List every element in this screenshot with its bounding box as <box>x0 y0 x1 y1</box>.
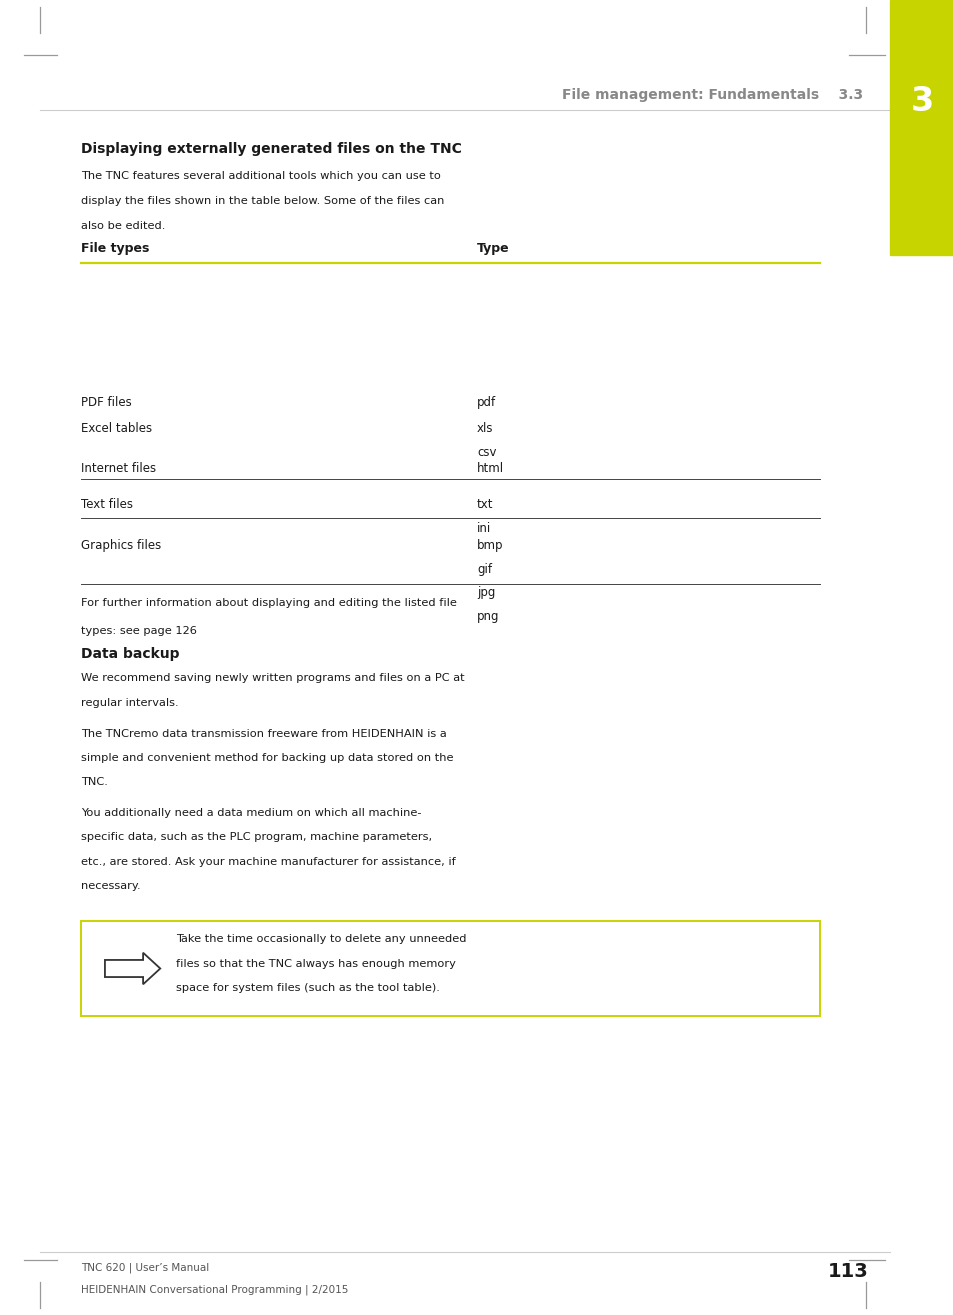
Text: txt: txt <box>476 498 493 512</box>
Text: We recommend saving newly written programs and files on a PC at: We recommend saving newly written progra… <box>81 673 464 684</box>
Text: etc., are stored. Ask your machine manufacturer for assistance, if: etc., are stored. Ask your machine manuf… <box>81 857 456 867</box>
Text: simple and convenient method for backing up data stored on the: simple and convenient method for backing… <box>81 753 453 763</box>
Text: pdf: pdf <box>476 397 496 409</box>
FancyArrow shape <box>105 953 160 985</box>
Text: You additionally need a data medium on which all machine-: You additionally need a data medium on w… <box>81 807 421 818</box>
Text: Text files: Text files <box>81 498 133 512</box>
Text: 113: 113 <box>826 1262 867 1281</box>
Text: The TNCremo data transmission freeware from HEIDENHAIN is a: The TNCremo data transmission freeware f… <box>81 729 446 739</box>
Text: display the files shown in the table below. Some of the files can: display the files shown in the table bel… <box>81 196 444 206</box>
Text: bmp: bmp <box>476 539 503 552</box>
Text: gif: gif <box>476 563 492 576</box>
FancyBboxPatch shape <box>81 922 820 1016</box>
Text: specific data, such as the PLC program, machine parameters,: specific data, such as the PLC program, … <box>81 832 432 843</box>
Text: files so that the TNC always has enough memory: files so that the TNC always has enough … <box>176 959 456 969</box>
Bar <box>889 0 953 255</box>
Text: jpg: jpg <box>476 586 495 600</box>
Text: Excel tables: Excel tables <box>81 422 152 435</box>
Text: Internet files: Internet files <box>81 462 156 475</box>
Text: TNC.: TNC. <box>81 777 108 788</box>
Text: ini: ini <box>476 522 491 535</box>
Text: Graphics files: Graphics files <box>81 539 161 552</box>
Text: csv: csv <box>476 446 496 459</box>
Text: xls: xls <box>476 422 493 435</box>
Text: The TNC features several additional tools which you can use to: The TNC features several additional tool… <box>81 171 440 181</box>
Text: 3: 3 <box>910 84 933 118</box>
Text: File types: File types <box>81 242 150 255</box>
Text: regular intervals.: regular intervals. <box>81 698 178 707</box>
Text: Type: Type <box>476 242 509 255</box>
Text: space for system files (such as the tool table).: space for system files (such as the tool… <box>176 984 440 993</box>
Text: necessary.: necessary. <box>81 881 141 892</box>
Text: Take the time occasionally to delete any unneeded: Take the time occasionally to delete any… <box>176 935 467 944</box>
Text: also be edited.: also be edited. <box>81 221 165 231</box>
Text: TNC 620 | User’s Manual: TNC 620 | User’s Manual <box>81 1262 209 1273</box>
Text: HEIDENHAIN Conversational Programming | 2/2015: HEIDENHAIN Conversational Programming | … <box>81 1285 348 1295</box>
Text: types: see page 126: types: see page 126 <box>81 626 196 636</box>
Text: html: html <box>476 462 503 475</box>
Text: Displaying externally generated files on the TNC: Displaying externally generated files on… <box>81 142 461 156</box>
Text: png: png <box>476 610 499 623</box>
Text: File management: Fundamentals    3.3: File management: Fundamentals 3.3 <box>561 88 862 103</box>
Text: Data backup: Data backup <box>81 647 179 661</box>
Text: For further information about displaying and editing the listed file: For further information about displaying… <box>81 598 456 609</box>
Text: PDF files: PDF files <box>81 397 132 409</box>
